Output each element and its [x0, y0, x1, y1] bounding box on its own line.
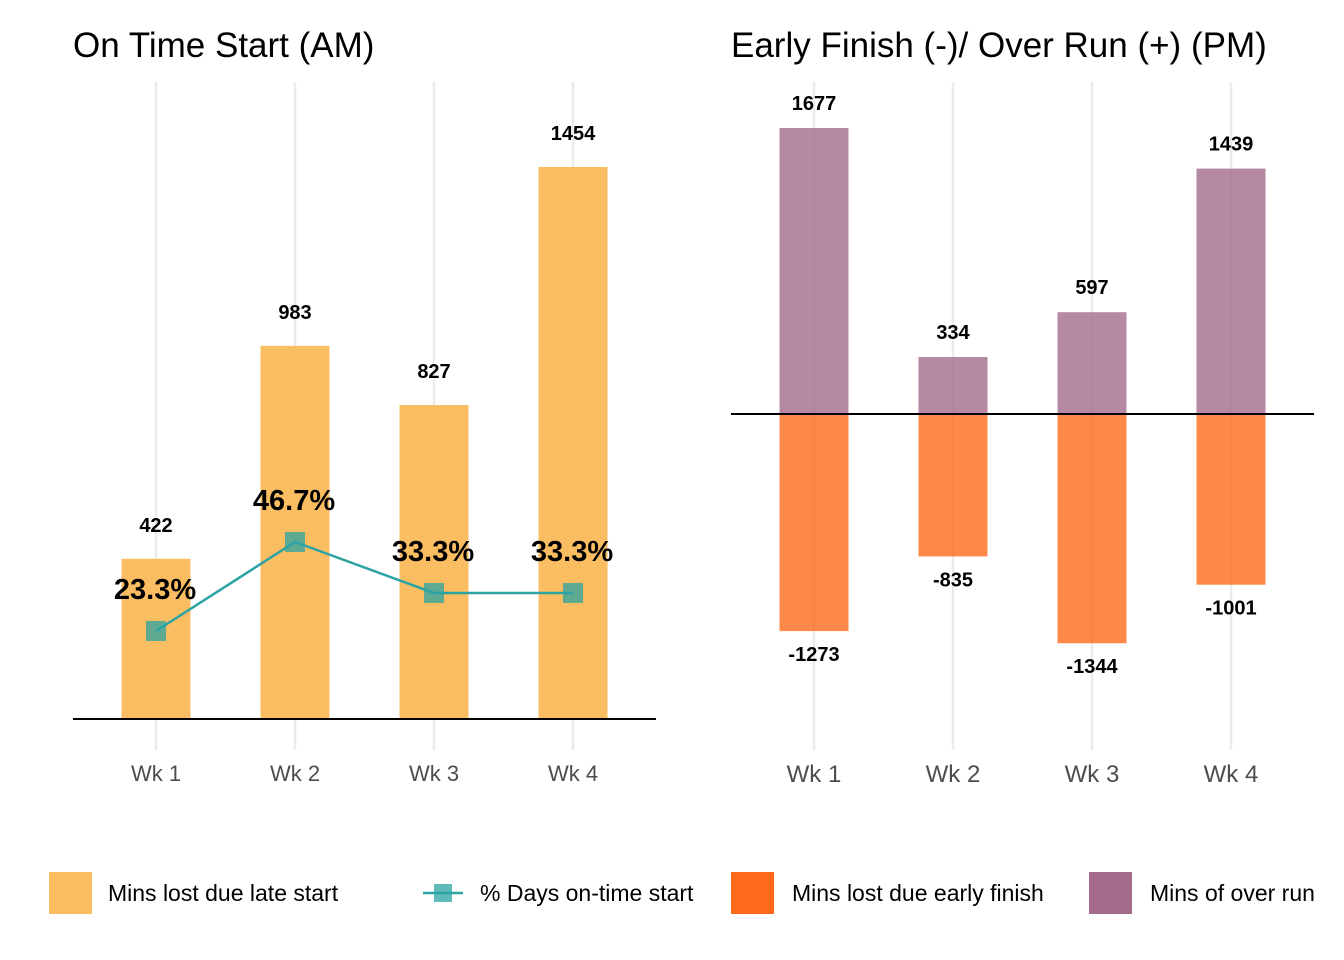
- legend: Mins lost due late start % Days on-time …: [49, 872, 1315, 914]
- right-bar-over-run: [1196, 168, 1266, 414]
- left-pct-label: 46.7%: [253, 485, 335, 517]
- right-early-finish-label: -1273: [788, 644, 839, 666]
- right-bar-early-finish: [918, 414, 988, 557]
- left-bar-late-start: [538, 167, 608, 719]
- right-x-tick-label: Wk 3: [1065, 761, 1120, 788]
- right-bar-early-finish: [779, 414, 849, 632]
- left-bar-value-label: 827: [417, 361, 450, 383]
- left-pct-line: [155, 540, 573, 633]
- left-pct-point: [563, 582, 583, 603]
- left-pct-point: [146, 621, 166, 641]
- right-over-run-label: 597: [1075, 277, 1108, 299]
- left-bar-value-label: 983: [278, 302, 311, 324]
- left-x-tick-label: Wk 3: [409, 761, 459, 786]
- legend-label-on-time-pct: % Days on-time start: [480, 880, 694, 906]
- legend-label-over-run: Mins of over run: [1150, 880, 1315, 906]
- left-x-tick-label: Wk 4: [548, 761, 598, 786]
- legend-key-over-run: [1089, 872, 1132, 914]
- legend-key-late-start: [49, 872, 92, 914]
- right-early-finish-label: -1344: [1066, 656, 1118, 678]
- right-x-tick-label: Wk 4: [1204, 761, 1259, 788]
- right-bar-over-run: [779, 128, 849, 414]
- legend-item-over-run: Mins of over run: [1089, 872, 1315, 914]
- left-pct-label: 23.3%: [114, 574, 196, 606]
- right-bar-early-finish: [1196, 414, 1266, 585]
- right-over-run-label: 1439: [1209, 134, 1254, 156]
- left-bar-value-label: 1454: [551, 123, 596, 145]
- right-over-run-label: 334: [936, 322, 970, 344]
- left-bar-value-label: 422: [139, 515, 172, 537]
- right-bar-early-finish: [1057, 414, 1127, 644]
- right-bar-over-run: [918, 357, 988, 414]
- left-x-tick-label: Wk 2: [270, 761, 320, 786]
- left-pct-label: 33.3%: [531, 536, 613, 568]
- on-time-start-panel: On Time Start (AM) 422 983 827 1454 23.3% 46…: [73, 26, 656, 786]
- left-pct-point: [424, 582, 444, 603]
- legend-item-early-finish: Mins lost due early finish: [731, 872, 1044, 914]
- legend-item-on-time-pct: % Days on-time start: [423, 880, 694, 906]
- legend-key-marker: [434, 884, 452, 902]
- right-x-tick-label: Wk 1: [787, 761, 842, 788]
- left-chart-title: On Time Start (AM): [73, 26, 374, 65]
- right-bar-over-run: [1057, 312, 1127, 414]
- left-bar-late-start: [399, 405, 469, 719]
- left-x-tick-label: Wk 1: [131, 761, 181, 786]
- legend-label-early-finish: Mins lost due early finish: [792, 880, 1044, 906]
- early-finish-over-run-panel: Early Finish (-)/ Over Run (+) (PM) 1677…: [731, 26, 1314, 788]
- legend-label-late-start: Mins lost due late start: [108, 880, 339, 906]
- legend-item-late-start: Mins lost due late start: [49, 872, 339, 914]
- legend-key-early-finish: [731, 872, 774, 914]
- right-chart-title: Early Finish (-)/ Over Run (+) (PM): [731, 26, 1267, 65]
- right-over-run-label: 1677: [792, 93, 837, 115]
- left-pct-point: [285, 532, 305, 552]
- right-x-tick-label: Wk 2: [926, 761, 981, 788]
- left-pct-label: 33.3%: [392, 536, 474, 568]
- right-early-finish-label: -835: [933, 569, 973, 591]
- right-early-finish-label: -1001: [1205, 598, 1256, 620]
